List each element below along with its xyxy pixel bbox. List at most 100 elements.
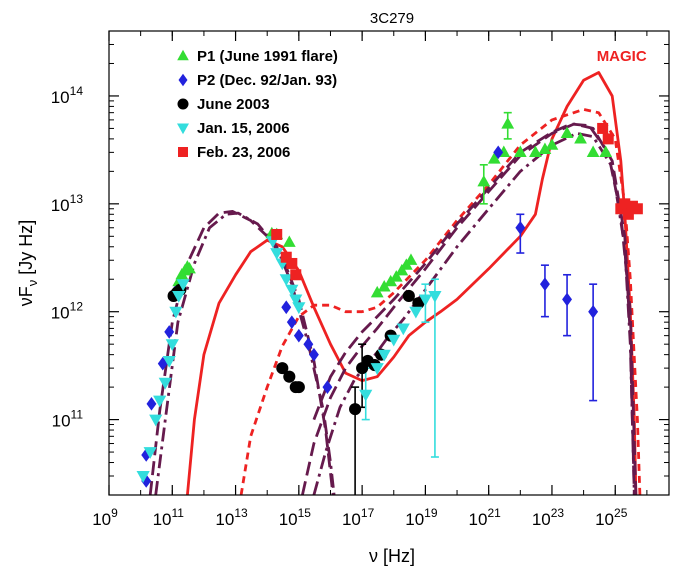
data-point-series-1 [539, 277, 550, 291]
data-point-series-2 [402, 289, 415, 302]
data-point-series-0 [513, 145, 527, 157]
data-point-series-3 [153, 395, 167, 408]
data-point-series-0 [487, 152, 501, 164]
data-point-series-4 [631, 203, 643, 215]
data-point-series-3 [428, 290, 442, 303]
data-point-series-1 [493, 145, 504, 160]
data-point-series-0 [183, 261, 196, 274]
data-point-series-3 [377, 349, 391, 362]
y-tick-exp: 11 [71, 408, 84, 422]
data-point-series-4 [271, 228, 283, 240]
y-tick-base: 10 [51, 304, 70, 323]
x-tick-base: 10 [215, 510, 234, 529]
data-point-series-4 [280, 251, 292, 263]
data-point-series-1 [515, 220, 526, 235]
data-point-series-0 [477, 174, 491, 187]
legend-marker-2 [177, 98, 189, 110]
y-tick-base: 10 [51, 196, 70, 215]
legend-label: P1 (June 1991 flare) [197, 48, 338, 65]
data-markers [136, 117, 643, 488]
data-point-series-0 [377, 280, 391, 292]
data-point-series-3 [176, 279, 190, 291]
data-point-series-0 [404, 253, 418, 265]
legend-marker-3 [177, 123, 189, 135]
x-tick-base: 10 [342, 510, 361, 529]
y-axis-title-unit: [Jy Hz] [16, 220, 36, 280]
data-point-series-1 [303, 337, 314, 352]
x-tick-base: 10 [92, 510, 111, 529]
model-curve-6 [312, 122, 638, 495]
y-tick-exp: 12 [70, 300, 84, 314]
legend-label: Feb. 23, 2006 [197, 144, 290, 161]
data-point-series-0 [529, 145, 542, 157]
legend-marker-0 [177, 49, 189, 61]
data-point-series-4 [602, 133, 614, 145]
data-point-series-1 [286, 315, 297, 329]
data-point-series-4 [622, 208, 634, 220]
x-tick-exp: 9 [111, 506, 118, 520]
data-point-series-3 [387, 334, 401, 347]
data-point-series-2 [283, 370, 296, 383]
data-point-series-1 [562, 292, 573, 307]
x-tick-label: 1011 [153, 506, 185, 529]
x-tick-exp: 17 [361, 506, 375, 520]
data-point-series-4 [619, 198, 631, 210]
data-point-series-3 [162, 355, 176, 368]
chart-title: 3C279 [370, 10, 414, 27]
data-point-series-0 [538, 142, 552, 154]
y-tick-exp: 14 [70, 84, 84, 98]
data-point-series-4 [286, 257, 298, 269]
y-tick-base: 10 [52, 412, 71, 431]
data-point-series-3 [409, 306, 423, 319]
x-tick-label: 1013 [215, 506, 248, 529]
data-point-series-0 [370, 285, 384, 298]
data-point-series-2 [412, 297, 425, 310]
data-point-series-3 [359, 389, 373, 402]
data-point-series-3 [370, 363, 384, 375]
y-tick-label: 1014 [51, 84, 84, 107]
data-point-series-3 [418, 294, 433, 307]
data-point-series-0 [586, 145, 600, 157]
data-point-series-3 [143, 447, 157, 459]
error-bars [351, 111, 598, 495]
x-tick-base: 10 [469, 510, 488, 529]
data-point-series-3 [136, 471, 150, 483]
y-axis-title-main: νF [16, 286, 36, 306]
model-curve-5 [312, 132, 636, 495]
y-axis-title-sub: ν [25, 280, 40, 287]
model-curve-4 [301, 122, 636, 495]
x-tick-label: 1023 [532, 506, 565, 529]
x-axis-title: ν [Hz] [369, 546, 415, 566]
x-tick-exp: 15 [298, 506, 312, 520]
plot-frame [108, 30, 670, 496]
data-point-series-1 [308, 347, 319, 362]
data-point-series-0 [599, 145, 613, 157]
x-tick-label: 1017 [342, 506, 375, 529]
data-point-series-3 [289, 294, 303, 307]
x-tick-base: 10 [153, 510, 172, 529]
legend-label: P2 (Dec. 92/Jan. 93) [197, 72, 337, 89]
data-point-series-3 [158, 377, 172, 390]
x-tick-base: 10 [279, 510, 298, 529]
legend-label: June 2003 [197, 96, 270, 113]
y-tick-label: 1011 [52, 408, 84, 431]
x-axis-ticks: 109 1011 1013 1015 1017 1019 1021 1023 1025 [92, 31, 648, 529]
data-point-series-2 [349, 403, 362, 416]
x-tick-exp: 25 [614, 506, 628, 520]
data-point-series-3 [270, 248, 284, 260]
data-point-series-0 [282, 235, 296, 247]
y-tick-label: 1013 [51, 192, 84, 215]
data-point-series-3 [149, 414, 163, 427]
x-tick-exp: 19 [424, 506, 438, 520]
x-tick-exp: 21 [487, 506, 501, 520]
legend: P1 (June 1991 flare) P2 (Dec. 92/Jan. 93)… [177, 48, 338, 161]
x-tick-label: 109 [92, 506, 118, 529]
data-point-series-0 [501, 117, 515, 129]
data-point-series-1 [588, 304, 599, 319]
y-tick-base: 10 [51, 88, 70, 107]
annotations: MAGIC [597, 48, 647, 65]
data-point-series-2 [292, 381, 305, 394]
data-point-series-0 [560, 126, 574, 138]
y-tick-exp: 13 [70, 192, 84, 206]
